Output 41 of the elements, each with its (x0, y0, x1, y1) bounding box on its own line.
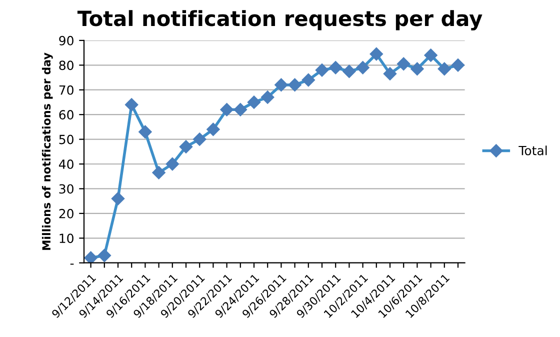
point (410, 62, 424, 76)
point (247, 96, 261, 109)
point (274, 78, 288, 92)
y-tick-label: 20 (59, 208, 74, 218)
y-tick-label: 80 (59, 60, 74, 70)
y-tick-label: - (70, 264, 74, 265)
point (397, 57, 410, 71)
y-tick-label: 40 (58, 159, 74, 169)
point (370, 47, 383, 61)
point (288, 78, 302, 92)
point (84, 251, 98, 263)
point (98, 248, 111, 262)
point (206, 122, 220, 136)
y-tick-label: 70 (59, 85, 74, 95)
point (383, 67, 397, 80)
y-axis-title: Millions of notifications per day (42, 52, 53, 250)
point (438, 62, 451, 76)
point (152, 166, 166, 180)
point (193, 132, 206, 146)
y-tick-label: 50 (59, 134, 74, 144)
point (451, 58, 465, 72)
point (356, 61, 370, 74)
y-tick-label: 30 (59, 184, 74, 194)
y-tick-label: 60 (59, 110, 74, 120)
point (302, 73, 315, 87)
point (166, 157, 179, 171)
point (261, 90, 274, 104)
point (315, 64, 329, 77)
point (111, 192, 125, 206)
y-tick-label: 10 (60, 234, 74, 244)
point (138, 125, 152, 138)
point (125, 98, 138, 112)
point (234, 103, 247, 116)
legend-label: Total (518, 146, 547, 156)
point (424, 48, 438, 62)
y-tick-label: 90 (59, 36, 74, 46)
point (179, 140, 193, 154)
chart-title: Total notification requests per day (77, 10, 482, 30)
point (329, 61, 342, 74)
point (342, 64, 356, 78)
point (220, 103, 234, 116)
